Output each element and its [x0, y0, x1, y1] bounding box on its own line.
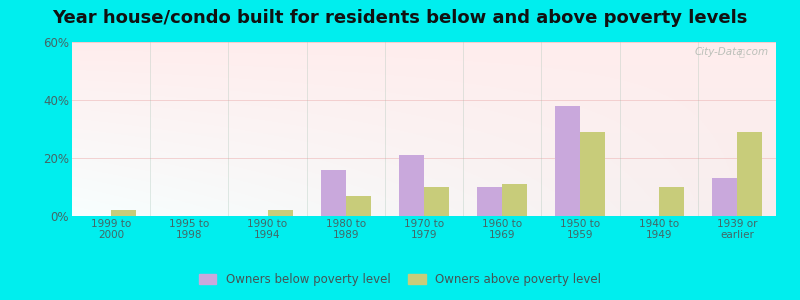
Bar	[424, 187, 449, 216]
Bar	[399, 155, 424, 216]
Text: Year house/condo built for residents below and above poverty levels: Year house/condo built for residents bel…	[52, 9, 748, 27]
Legend: Owners below poverty level, Owners above poverty level: Owners below poverty level, Owners above…	[194, 269, 606, 291]
Bar	[555, 106, 581, 216]
Bar	[581, 132, 606, 216]
Bar	[658, 187, 684, 216]
Bar	[267, 210, 293, 216]
Bar	[502, 184, 527, 216]
Bar	[111, 210, 136, 216]
Bar	[477, 187, 502, 216]
Text: City-Data.com: City-Data.com	[695, 47, 769, 57]
Bar	[321, 169, 346, 216]
Bar	[346, 196, 371, 216]
Text: ⓘ: ⓘ	[738, 47, 744, 57]
Bar	[737, 132, 762, 216]
Bar	[712, 178, 737, 216]
